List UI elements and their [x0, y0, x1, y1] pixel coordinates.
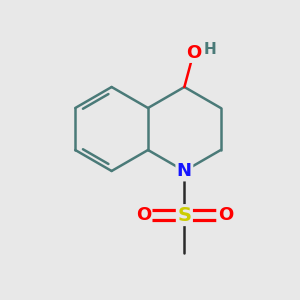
- Text: H: H: [203, 42, 216, 57]
- Text: S: S: [177, 206, 191, 225]
- Text: O: O: [186, 44, 201, 62]
- Text: O: O: [218, 206, 233, 224]
- Text: N: N: [177, 162, 192, 180]
- Text: O: O: [136, 206, 151, 224]
